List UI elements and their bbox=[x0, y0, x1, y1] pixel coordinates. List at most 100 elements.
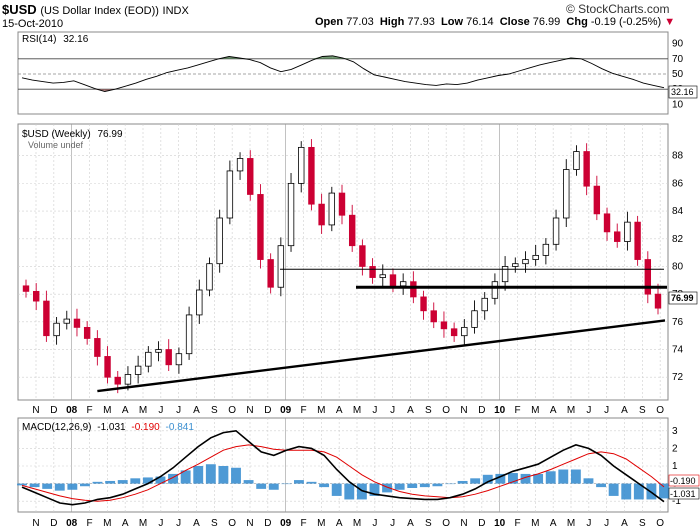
candle-body bbox=[644, 259, 652, 295]
macd-histogram-bar bbox=[218, 466, 229, 484]
macd-histogram-bar bbox=[92, 481, 103, 484]
candle-body bbox=[471, 310, 478, 328]
candle-body bbox=[542, 243, 550, 256]
macd-x-tick-label: 08 bbox=[66, 518, 78, 529]
macd-x-tick-label: D bbox=[50, 518, 57, 529]
candle-body bbox=[94, 338, 101, 357]
trend-lines bbox=[97, 268, 667, 393]
macd-x-tick-label: J bbox=[604, 518, 609, 529]
macd-y-tick-label: 1 bbox=[672, 461, 678, 472]
price-x-tick-label: 08 bbox=[66, 405, 78, 416]
low-label: Low bbox=[441, 16, 464, 28]
macd-histogram-bar bbox=[67, 483, 78, 490]
candle-body bbox=[338, 192, 346, 216]
exchange: INDX bbox=[162, 5, 189, 17]
rsi-overbought-fill bbox=[311, 56, 323, 59]
macd-y-tick-label: -1 bbox=[672, 496, 681, 507]
macd-signal-value: -0.190 bbox=[131, 422, 160, 433]
volume-legend: Volume undef bbox=[28, 140, 84, 150]
price-x-tick-label: J bbox=[604, 405, 609, 416]
candle-body bbox=[124, 374, 132, 385]
macd-x-tick-label: A bbox=[336, 518, 343, 529]
macd-x-tick-label: J bbox=[372, 518, 377, 529]
high-value: 77.93 bbox=[407, 16, 435, 28]
macd-histogram-bar bbox=[168, 473, 178, 484]
price-candles bbox=[22, 139, 662, 394]
price-legend-value: 76.99 bbox=[98, 129, 123, 140]
candle-body bbox=[308, 146, 315, 205]
rsi-y-tick-label: 70 bbox=[672, 54, 684, 65]
candle-body bbox=[277, 245, 285, 288]
macd-histogram-bar bbox=[457, 480, 468, 484]
candle-body bbox=[287, 182, 295, 247]
symbol: $USD bbox=[2, 2, 37, 17]
candle-body bbox=[175, 353, 183, 366]
macd-histogram-bar bbox=[344, 483, 355, 500]
macd-histogram-bar bbox=[520, 473, 531, 484]
macd-histogram-bar bbox=[659, 483, 669, 499]
low-value: 76.14 bbox=[466, 16, 494, 28]
rsi-value-tag-bg bbox=[668, 85, 698, 99]
candle-body bbox=[185, 314, 193, 355]
rsi-legend: RSI(14) 32.16 bbox=[22, 34, 89, 45]
macd-histogram-bar bbox=[130, 478, 141, 484]
candle-body bbox=[573, 151, 580, 170]
macd-x-tick-label: F bbox=[86, 518, 92, 529]
price-x-tick-label: D bbox=[264, 405, 271, 416]
price-x-tick-label: 09 bbox=[280, 405, 292, 416]
macd-histogram-bar bbox=[29, 483, 40, 488]
candle-body bbox=[440, 321, 448, 330]
macd-label: MACD(12,26,9) bbox=[22, 422, 91, 433]
price-x-tick-label: M bbox=[103, 405, 111, 416]
macd-histogram-bar bbox=[545, 471, 556, 484]
candle-body bbox=[43, 300, 50, 337]
macd-histogram-bar bbox=[281, 483, 292, 485]
macd-x-tick-label: M bbox=[317, 518, 325, 529]
macd-histogram-bar bbox=[596, 483, 606, 488]
price-y-tick-label: 88 bbox=[672, 151, 684, 162]
open-label: Open bbox=[315, 16, 344, 28]
price-value-tag-bg bbox=[668, 291, 698, 305]
macd-histogram-bar bbox=[407, 483, 418, 488]
macd-histogram-bar bbox=[533, 473, 544, 484]
macd-histogram-bar bbox=[80, 483, 90, 487]
candle-body bbox=[430, 310, 437, 323]
macd-histogram-bar bbox=[205, 464, 216, 484]
chg-value: -0.19 (-0.25%) bbox=[590, 16, 662, 28]
candle-body bbox=[654, 293, 662, 309]
macd-x-tick-label: M bbox=[531, 518, 539, 529]
symbol-description: (US Dollar Index (EOD)) bbox=[40, 5, 159, 17]
candle-body bbox=[583, 151, 590, 187]
quote-bar: Open 77.03 High 77.93 Low 76.14 Close 76… bbox=[315, 16, 675, 28]
rsi-series bbox=[21, 55, 665, 92]
candle-body bbox=[614, 231, 621, 242]
down-arrow-icon: ▼ bbox=[664, 16, 676, 28]
price-x-tick-label: S bbox=[425, 405, 432, 416]
price-x-tick-label: F bbox=[86, 405, 92, 416]
price-y-tick-label: 86 bbox=[672, 178, 684, 189]
price-x-tick-label: M bbox=[567, 405, 575, 416]
macd-histogram-bar bbox=[54, 483, 65, 491]
macd-x-tick-label: J bbox=[586, 518, 591, 529]
price-x-tick-label: A bbox=[336, 405, 343, 416]
axis-labels: NNDD0808FFMMAAMMJJJJAASSOONNDD0909FFMMAA… bbox=[32, 39, 683, 529]
price-x-tick-label: A bbox=[550, 405, 557, 416]
candle-body bbox=[624, 221, 631, 242]
price-value-tag: 76.99 bbox=[671, 293, 694, 303]
macd-histogram-bar bbox=[369, 483, 380, 496]
candle-body bbox=[236, 158, 244, 172]
macd-histogram-bar bbox=[268, 483, 279, 490]
candle-body bbox=[134, 365, 142, 375]
candle-body bbox=[63, 318, 70, 324]
macd-histogram-bar bbox=[621, 483, 632, 500]
rsi-line bbox=[21, 55, 665, 92]
macd-y-tick-label: 2 bbox=[672, 443, 678, 454]
macd-x-tick-label: M bbox=[567, 518, 575, 529]
candle-body bbox=[216, 217, 223, 265]
macd-histogram-bar bbox=[142, 477, 153, 484]
macd-value-tag-bg bbox=[668, 487, 700, 500]
macd-histogram-bar bbox=[570, 469, 581, 484]
candle-body bbox=[603, 213, 611, 233]
price-x-tick-label: J bbox=[390, 405, 395, 416]
macd-histogram-bar bbox=[180, 470, 191, 484]
